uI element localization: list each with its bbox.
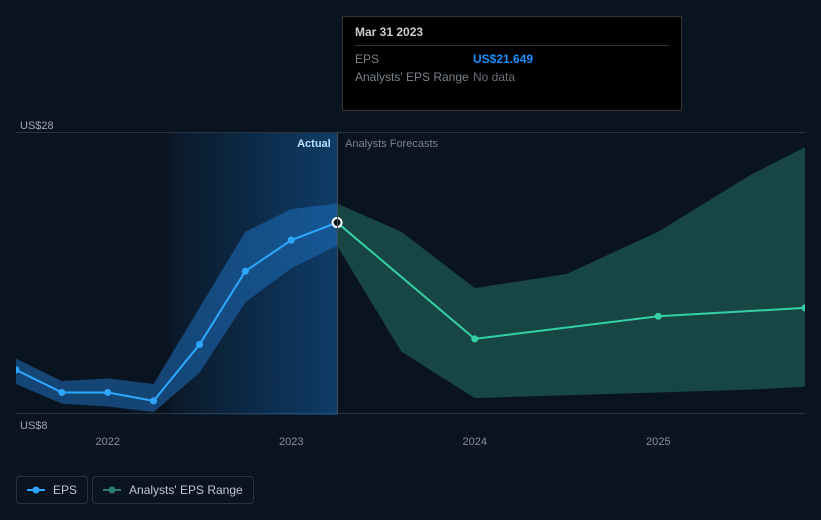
chart-svg	[16, 133, 805, 415]
x-tick-label: 2023	[279, 436, 303, 448]
legend-item-range[interactable]: Analysts' EPS Range	[92, 476, 254, 504]
tooltip-label-eps: EPS	[355, 52, 473, 66]
x-axis: 2022 2023 2024 2025	[16, 436, 805, 456]
tooltip-row-range: Analysts' EPS Range No data	[355, 68, 669, 86]
tooltip-value-eps: US$21.649	[473, 52, 533, 66]
hover-guideline	[337, 132, 338, 414]
legend-label-eps: EPS	[53, 483, 77, 497]
plot-area[interactable]	[16, 132, 805, 414]
chart-tooltip: Mar 31 2023 EPS US$21.649 Analysts' EPS …	[342, 16, 682, 111]
tooltip-value-range: No data	[473, 70, 515, 84]
eps-swatch-icon	[27, 485, 45, 495]
x-tick-label: 2022	[95, 436, 119, 448]
x-tick-label: 2025	[646, 436, 670, 448]
eps-chart[interactable]: US$28 US$8 Actual Analysts Forecasts 202…	[16, 120, 805, 470]
y-axis-max-label: US$28	[20, 120, 54, 132]
tooltip-row-eps: EPS US$21.649	[355, 50, 669, 68]
legend-label-range: Analysts' EPS Range	[129, 483, 243, 497]
y-axis-min-label: US$8	[20, 420, 48, 432]
legend-item-eps[interactable]: EPS	[16, 476, 88, 504]
legend: EPS Analysts' EPS Range	[16, 476, 254, 504]
tooltip-label-range: Analysts' EPS Range	[355, 70, 473, 84]
tooltip-date: Mar 31 2023	[355, 25, 669, 46]
range-swatch-icon	[103, 485, 121, 495]
x-tick-label: 2024	[462, 436, 486, 448]
